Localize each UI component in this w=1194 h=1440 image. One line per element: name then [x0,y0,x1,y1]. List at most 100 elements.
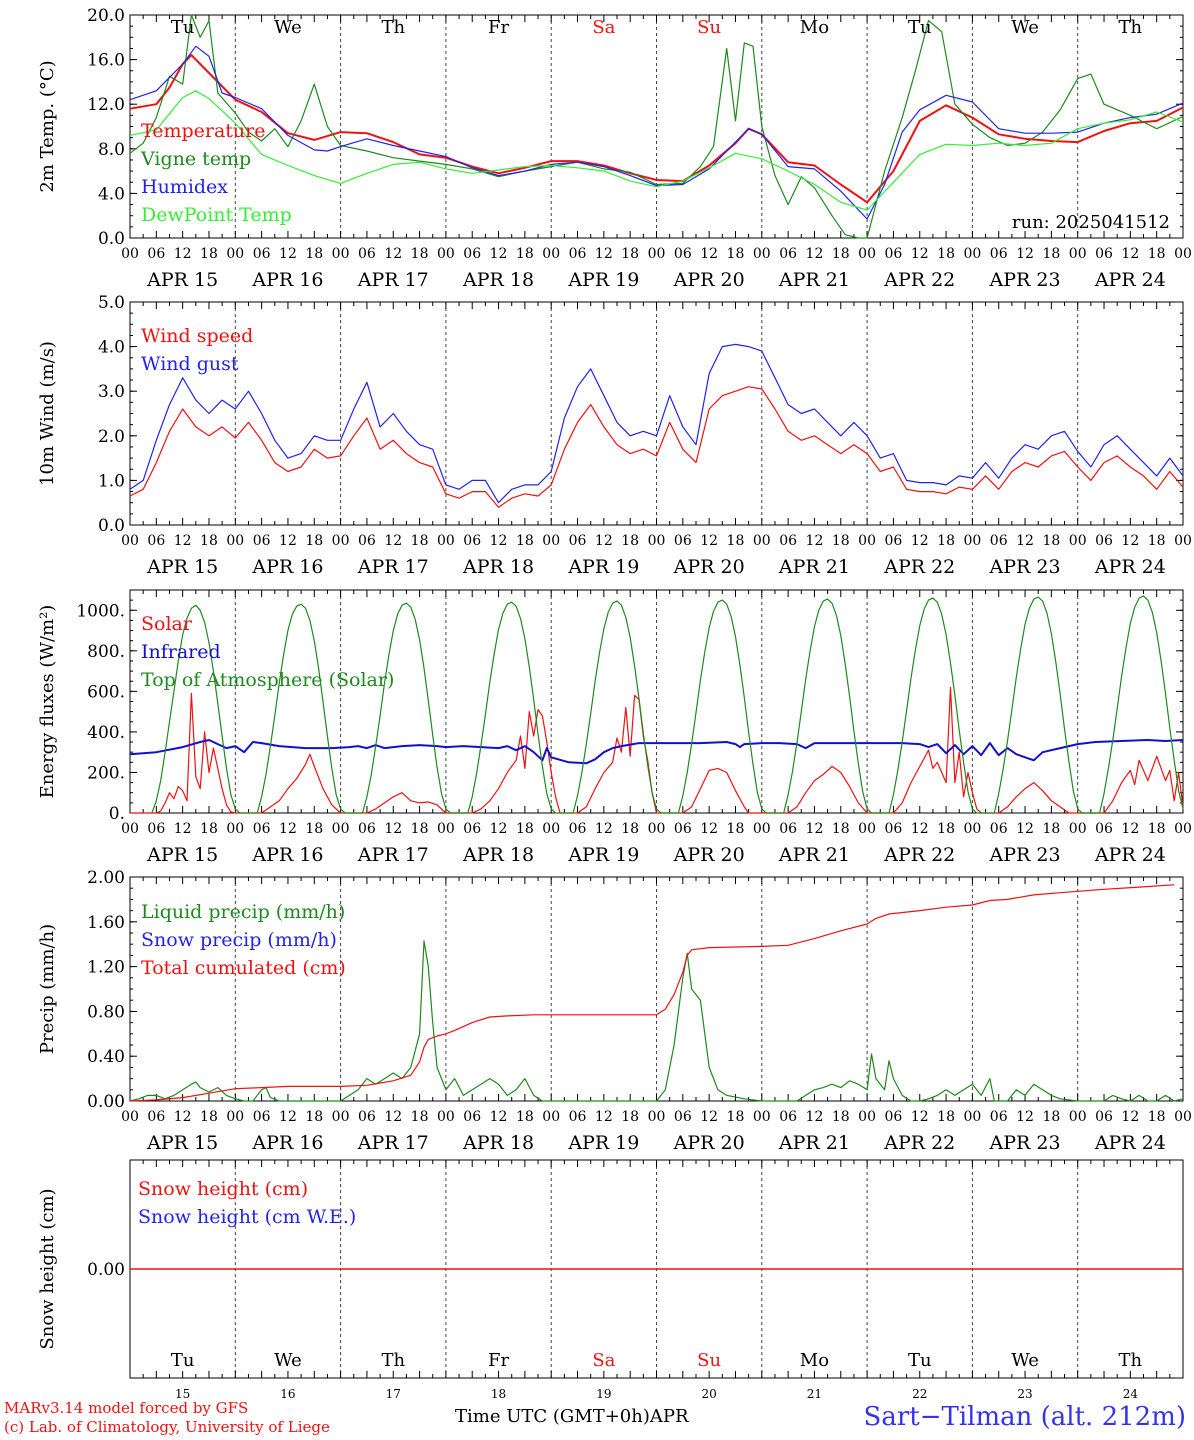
x-hour-label: 12 [279,821,297,837]
x-hour-label: 00 [753,533,771,549]
series-line-total-cumulated-cm- [129,884,1175,1102]
x-hour-label: 00 [542,533,560,549]
x-date-label: APR 19 [567,269,639,291]
weekday-label: Th [1119,17,1143,38]
x-hour-label: 12 [1016,246,1034,262]
x-hour-label: 00 [332,1109,350,1125]
x-hour-label: 18 [621,821,639,837]
legend-entry: Wind gust [141,353,239,375]
weekday-label: Sa [592,1350,615,1371]
x-hour-label: 00 [753,1109,771,1125]
x-hour-label: 06 [569,1109,587,1125]
y-tick-label: 8.0 [98,140,125,160]
x-hour-label: 06 [358,821,376,837]
x-hour-label: 06 [779,1109,797,1125]
x-hour-label: 18 [1148,821,1166,837]
x-date-label: APR 16 [251,556,323,578]
x-hour-label: 00 [542,821,560,837]
weekday-label: Su [697,1350,721,1371]
weekday-label: We [1011,17,1039,38]
x-hour-label: 18 [937,533,955,549]
weekday-label: We [274,1350,302,1371]
y-tick-label: 3.0 [98,382,125,402]
y-tick-label: 0.0 [98,229,125,249]
legend-entry: DewPoint Temp [141,204,292,226]
y-tick-label: 1.0 [98,471,125,491]
x-hour-label: 06 [253,1109,271,1125]
x-hour-label: 12 [1121,821,1139,837]
x-hour-label: 18 [832,1109,850,1125]
x-hour-label: 00 [1069,533,1087,549]
x-date-label: APR 23 [989,1132,1061,1154]
weekday-label: Mo [800,17,829,38]
x-hour-label: 06 [253,533,271,549]
x-hour-label: 18 [621,533,639,549]
x-hour-label: 12 [279,1109,297,1125]
x-day-number: 21 [807,1387,822,1401]
x-hour-label: 18 [516,246,534,262]
x-hour-label: 18 [1042,1109,1060,1125]
x-hour-label: 12 [911,821,929,837]
weekday-label: Th [381,1350,405,1371]
series-line-humidex [129,45,1184,220]
x-hour-label: 00 [332,533,350,549]
x-hour-label: 12 [911,533,929,549]
x-hour-label: 06 [569,533,587,549]
x-date-label: APR 24 [1094,556,1166,578]
station-name: Sart−Tilman (alt. 212m) [863,1402,1186,1432]
x-hour-label: 06 [779,246,797,262]
panel-snow [129,1159,1184,1379]
weekday-label: Fr [488,1350,509,1371]
weekday-label: Sa [592,17,615,38]
x-hour-label: 18 [937,821,955,837]
x-date-label: APR 20 [673,556,745,578]
x-hour-label: 00 [332,821,350,837]
x-hour-label: 06 [358,533,376,549]
x-hour-label: 18 [305,821,323,837]
y-axis-label: Energy fluxes (W/m²) [37,605,58,799]
x-hour-label: 18 [305,1109,323,1125]
legend-entry: Snow height (cm) [138,1178,308,1200]
x-hour-label: 18 [200,533,218,549]
x-hour-label: 12 [806,821,824,837]
x-hour-label: 06 [358,246,376,262]
x-hour-label: 00 [648,246,666,262]
x-hour-label: 00 [437,533,455,549]
x-hour-label: 00 [121,1109,139,1125]
x-hour-label: 06 [253,821,271,837]
x-hour-label: 00 [437,1109,455,1125]
x-hour-label: 18 [1148,246,1166,262]
x-day-number: 20 [702,1387,717,1401]
weekday-label: Fr [488,17,509,38]
x-hour-label: 00 [437,246,455,262]
time-axis-label: Time UTC (GMT+0h)APR [455,1406,689,1427]
y-axis-label: 2m Temp. (°C) [37,60,58,192]
x-date-label: APR 24 [1094,844,1166,866]
x-date-label: APR 23 [989,844,1061,866]
series-line-wind-speed [129,386,1184,508]
legend-entry: Infrared [141,641,221,663]
x-hour-label: 12 [490,821,508,837]
legend-entry: Snow height (cm W.E.) [138,1206,356,1228]
x-date-label: APR 21 [778,844,850,866]
legend-entry: Temperature [141,120,265,142]
x-hour-label: 18 [1148,533,1166,549]
x-hour-label: 12 [490,246,508,262]
x-day-number: 19 [596,1387,611,1401]
x-day-number: 17 [386,1387,401,1401]
x-hour-label: 12 [700,246,718,262]
x-hour-label: 06 [463,533,481,549]
x-day-number: 15 [175,1387,190,1401]
x-hour-label: 12 [1016,533,1034,549]
y-tick-label: 0.00 [87,1260,125,1280]
legend-entry: Solar [141,613,193,635]
x-date-label: APR 21 [778,556,850,578]
model-credit: MARv3.14 model forced by GFS [4,1399,249,1417]
series-line-temperature [129,54,1184,204]
x-hour-label: 00 [437,821,455,837]
weekday-label: Tu [171,17,195,38]
legend-entry: Humidex [141,176,228,198]
x-hour-label: 06 [147,246,165,262]
x-date-label: APR 24 [1094,1132,1166,1154]
x-date-label: APR 21 [778,269,850,291]
